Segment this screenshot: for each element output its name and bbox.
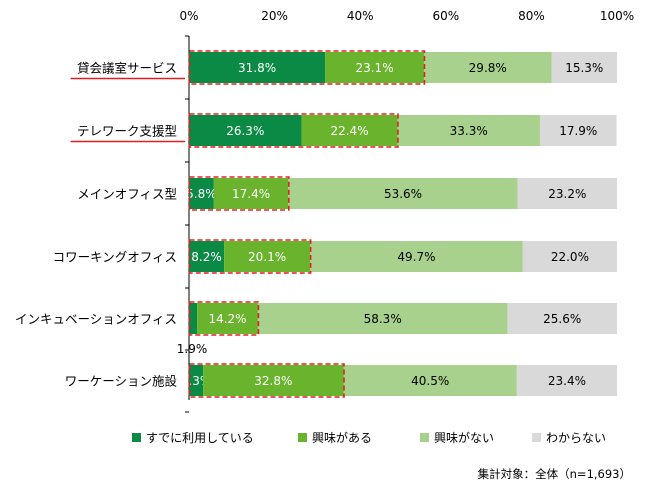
bar-segment (257, 303, 508, 334)
data-label: 23.2% (548, 187, 586, 201)
data-label: 49.7% (397, 250, 435, 264)
category-label: コワーキングオフィス (53, 250, 177, 265)
data-label: 22.0% (551, 250, 589, 264)
data-label: 53.6% (384, 187, 422, 201)
x-tick-label: 80% (518, 9, 545, 23)
bar-segment (189, 178, 214, 209)
legend-swatch (420, 433, 429, 442)
x-tick-label: 0% (179, 9, 198, 23)
data-label: 22.4% (330, 124, 368, 138)
category-label: メインオフィス型 (77, 187, 177, 202)
data-label: 26.3% (226, 124, 264, 138)
data-label: 5.8% (186, 187, 217, 201)
data-label: 14.2% (208, 312, 246, 326)
data-label: 1.9% (177, 342, 208, 356)
bar-segment (189, 241, 225, 272)
x-tick-label: 60% (432, 9, 459, 23)
bar-segment (213, 178, 289, 209)
bar-segment (343, 365, 517, 396)
legend-swatch (132, 433, 141, 442)
bar-segment (551, 52, 617, 83)
bar-segment (189, 365, 204, 396)
bar-segment (224, 241, 311, 272)
data-label: 8.2% (191, 250, 222, 264)
highlight-box (188, 176, 290, 211)
bar-segment (203, 365, 344, 396)
category-label: インキュベーションオフィス (15, 312, 177, 327)
bar-segment (507, 303, 617, 334)
bar-segment (522, 241, 617, 272)
highlight-box (188, 301, 260, 336)
bar-segment (423, 52, 552, 83)
bar-segment (197, 303, 258, 334)
category-label: 貸会議室サービス (77, 61, 177, 76)
data-label: 25.6% (543, 312, 581, 326)
bar-segment (325, 52, 424, 83)
data-label: 15.3% (565, 61, 603, 75)
data-label: 17.9% (559, 124, 597, 138)
x-tick-label: 40% (347, 9, 374, 23)
legend-swatch (298, 433, 307, 442)
data-label: 58.3% (364, 312, 402, 326)
x-tick-label: 20% (261, 9, 288, 23)
bar-segment (189, 303, 198, 334)
data-label: 23.1% (355, 61, 393, 75)
highlight-box (188, 239, 312, 274)
legend-label: 興味がある (312, 430, 372, 445)
bar-segment (517, 178, 617, 209)
category-label: テレワーク支援型 (77, 124, 177, 139)
legend-label: 興味がない (434, 430, 494, 445)
data-label: 23.4% (548, 374, 586, 388)
data-label: 31.8% (238, 61, 276, 75)
bar-segment (189, 52, 326, 83)
bar-segment (189, 115, 302, 146)
highlight-box (188, 363, 345, 398)
legend-swatch (532, 433, 541, 442)
x-tick-label: 100% (600, 9, 634, 23)
highlight-box (188, 50, 426, 85)
bar-segment (516, 365, 617, 396)
bar-segment (539, 115, 617, 146)
bar-segment (288, 178, 518, 209)
category-label: ワーケーション施設 (65, 374, 178, 389)
data-label: 29.8% (469, 61, 507, 75)
highlight-box (188, 113, 399, 148)
data-label: 17.4% (232, 187, 270, 201)
data-label: 40.5% (411, 374, 449, 388)
sample-note: 集計対象：全体（n=1,693） (477, 467, 631, 481)
data-label: 20.1% (248, 250, 286, 264)
bar-segment (301, 115, 398, 146)
data-label: 33.3% (450, 124, 488, 138)
legend-label: わからない (546, 431, 606, 445)
bar-segment (397, 115, 540, 146)
legend-label: すでに利用している (146, 431, 254, 445)
data-label: 32.8% (254, 374, 292, 388)
bar-segment (310, 241, 523, 272)
